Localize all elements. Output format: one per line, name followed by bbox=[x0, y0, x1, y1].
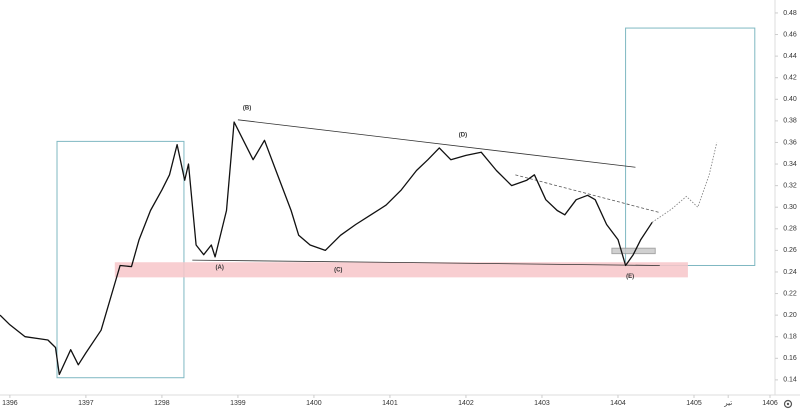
y-tick-label: 0.22 bbox=[783, 290, 797, 297]
settings-icon[interactable] bbox=[783, 399, 793, 409]
y-tick-label: 0.32 bbox=[783, 182, 797, 189]
y-tick-label: 0.18 bbox=[783, 334, 797, 341]
trendline bbox=[237, 119, 636, 168]
wave-label: (A) bbox=[216, 265, 224, 271]
x-tick-label: 1401 bbox=[382, 400, 398, 407]
y-tick-label: 0.26 bbox=[783, 247, 797, 254]
wave-label: (E) bbox=[626, 274, 634, 280]
wave-label: (B) bbox=[243, 106, 251, 112]
y-tick-label: 0.40 bbox=[783, 96, 797, 103]
y-tick-label: 0.28 bbox=[783, 226, 797, 233]
x-tick-label: 1404 bbox=[610, 400, 626, 407]
y-tick-label: 0.24 bbox=[783, 269, 797, 276]
x-tick-label: 1400 bbox=[306, 400, 322, 407]
x-tick-label: 1397 bbox=[78, 400, 94, 407]
x-tick-label: 1405 bbox=[686, 400, 702, 407]
settings-gear-center[interactable] bbox=[786, 402, 790, 406]
y-tick-label: 0.14 bbox=[783, 377, 797, 384]
y-tick-label: 0.30 bbox=[783, 204, 797, 211]
settings-gear[interactable] bbox=[783, 399, 793, 409]
y-tick-label: 0.46 bbox=[783, 31, 797, 38]
y-tick-label: 0.48 bbox=[783, 10, 797, 17]
y-tick-label: 0.16 bbox=[783, 355, 797, 362]
x-tick-label: 1406 bbox=[762, 400, 778, 407]
y-tick-label: 0.34 bbox=[783, 161, 797, 168]
x-tick-label: 1396 bbox=[2, 400, 18, 407]
wave-label: (D) bbox=[459, 132, 467, 138]
y-tick-label: 0.38 bbox=[783, 118, 797, 125]
y-tick-label: 0.20 bbox=[783, 312, 797, 319]
wave-label: (C) bbox=[334, 267, 342, 273]
price-line bbox=[651, 142, 718, 223]
zone-box bbox=[625, 27, 756, 266]
y-tick-label: 0.42 bbox=[783, 75, 797, 82]
trendline bbox=[192, 259, 660, 266]
price-line bbox=[0, 121, 653, 376]
x-tick-label: 1399 bbox=[230, 400, 246, 407]
x-tick-label: 1403 bbox=[534, 400, 550, 407]
zone-box bbox=[114, 262, 688, 278]
x-tick-label: 1402 bbox=[458, 400, 474, 407]
y-tick-label: 0.44 bbox=[783, 53, 797, 60]
y-tick-label: 0.36 bbox=[783, 139, 797, 146]
x-tick-label: 1298 bbox=[154, 400, 170, 407]
x-tick-label: تیر bbox=[723, 400, 732, 407]
zone-box bbox=[56, 140, 185, 379]
